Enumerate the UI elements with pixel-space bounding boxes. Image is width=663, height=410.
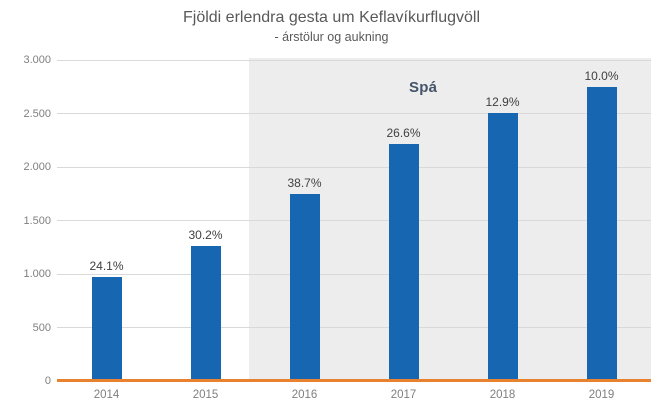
gridline: [57, 327, 651, 328]
x-axis-tick-label: 2018: [489, 389, 516, 401]
y-axis-tick-label: 500: [32, 321, 51, 334]
bar-2017: [388, 143, 419, 381]
growth-label-2015: 30.2%: [188, 227, 223, 242]
x-axis-tick-label: 2016: [291, 389, 318, 401]
y-axis-tick-label: 1.000: [23, 268, 51, 280]
y-axis-tick-label: 3.000: [23, 54, 51, 66]
bar-2019: [586, 86, 617, 381]
chart-subtitle: - árstölur og aukning: [274, 30, 389, 44]
bar-2016: [289, 193, 320, 381]
gridline: [57, 220, 651, 221]
x-axis-tick-label: 2019: [588, 389, 615, 401]
x-axis-tick-label: 2015: [192, 389, 219, 401]
gridline: [57, 113, 651, 114]
growth-label-2018: 12.9%: [485, 95, 520, 110]
bar-2015: [190, 245, 221, 381]
forecast-label: Spá: [409, 79, 438, 96]
growth-label-2019: 10.0%: [584, 68, 619, 83]
plot-area: 0 500 1.000 1.500 2.000 2.500 3.000 24.1% 30.2%…: [23, 54, 651, 401]
y-axis-tick-label: 2.500: [23, 107, 51, 120]
gridline: [57, 166, 651, 168]
x-axis-baseline: [57, 379, 651, 382]
growth-label-2016: 38.7%: [287, 175, 322, 190]
x-axis-tick-label: 2014: [93, 389, 120, 401]
y-axis-tick-label: 2.000: [23, 161, 51, 173]
bar-2014: [91, 277, 122, 381]
y-axis-tick-label: 0: [44, 375, 51, 387]
gridline: [57, 59, 651, 61]
bar-2018: [487, 113, 518, 381]
gridline: [57, 273, 651, 275]
chart-title: Fjöldi erlendra gesta um Keflavíkurflugv…: [182, 9, 481, 26]
growth-label-2014: 24.1%: [89, 259, 124, 274]
y-axis-tick-label: 1.500: [23, 214, 51, 227]
growth-label-2017: 26.6%: [386, 125, 421, 140]
x-axis-tick-label: 2017: [390, 389, 417, 401]
